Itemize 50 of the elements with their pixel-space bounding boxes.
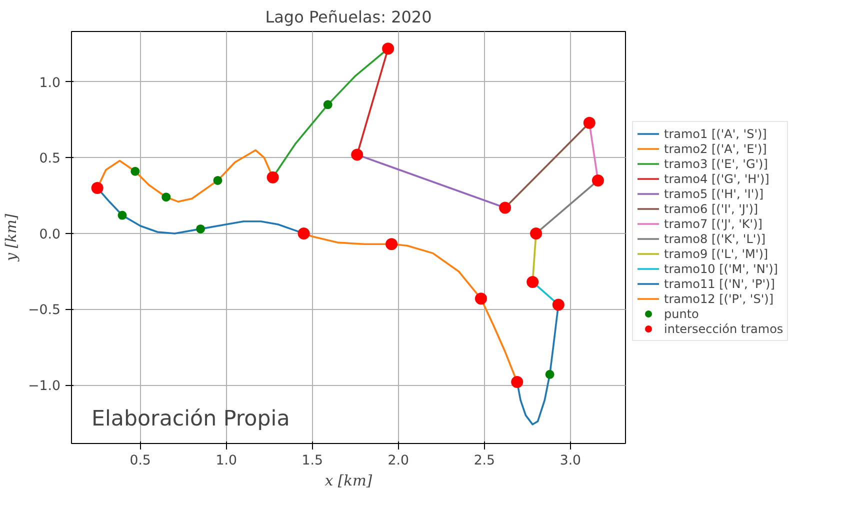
annotation: Elaboración Propia (92, 406, 290, 432)
legend-label: tramo3 [('E', 'G')] (664, 156, 768, 171)
point (526, 276, 539, 288)
point (592, 174, 604, 186)
point (530, 227, 542, 240)
y-tick-label: 1.0 (39, 76, 61, 91)
x-tick-label: 2.0 (388, 454, 409, 468)
point (474, 292, 487, 305)
point (382, 42, 394, 55)
point (323, 100, 332, 110)
point (545, 370, 554, 379)
point (386, 238, 398, 250)
legend-label: tramo2 [('A', 'E')] (664, 141, 767, 156)
legend-label: punto (664, 306, 699, 321)
y-axis-title: y [km] (3, 214, 20, 262)
point (298, 227, 310, 240)
legend-label: tramo12 [('P', 'S')] (664, 291, 774, 306)
x-tick-label: 2.5 (474, 454, 496, 468)
legend-label: tramo4 [('G', 'H')] (664, 171, 770, 186)
legend-label: tramo7 [('J', 'K')] (664, 216, 762, 231)
x-axis-title: x [km] (324, 472, 372, 490)
y-tick-label: −1.0 (28, 379, 61, 394)
y-tick-label: −0.5 (28, 303, 61, 318)
point (130, 166, 140, 176)
point (91, 182, 104, 194)
point (266, 171, 279, 184)
legend-label: tramo5 [('H', 'I')] (664, 186, 764, 201)
y-tick-label: 0.5 (39, 152, 61, 167)
y-tick-label: 0.0 (39, 227, 61, 242)
x-tick-label: 0.5 (130, 454, 151, 468)
point (196, 224, 206, 234)
point (213, 176, 222, 185)
point (583, 116, 596, 129)
point (118, 210, 127, 220)
chart-title: Lago Peñuelas: 2020 (265, 8, 432, 26)
point (511, 376, 524, 388)
x-tick-label: 1.0 (216, 454, 237, 468)
x-tick-label: 1.5 (302, 454, 323, 468)
point (499, 202, 512, 214)
legend-label: tramo6 [('I', 'J')] (664, 201, 758, 216)
legend-label: intersección tramos (664, 321, 784, 336)
legend-label: tramo10 [('M', 'N')] (664, 261, 778, 276)
legend-label: tramo8 [('K', 'L')] (664, 231, 766, 246)
legend-label: tramo9 [('L', 'M')] (664, 246, 768, 261)
legend-label: tramo1 [('A', 'S')] (664, 126, 767, 141)
point (552, 298, 564, 311)
legend-label: tramo11 [('N', 'P')] (664, 276, 775, 291)
point (162, 192, 171, 202)
x-tick-label: 3.0 (560, 454, 582, 468)
point (351, 148, 364, 161)
